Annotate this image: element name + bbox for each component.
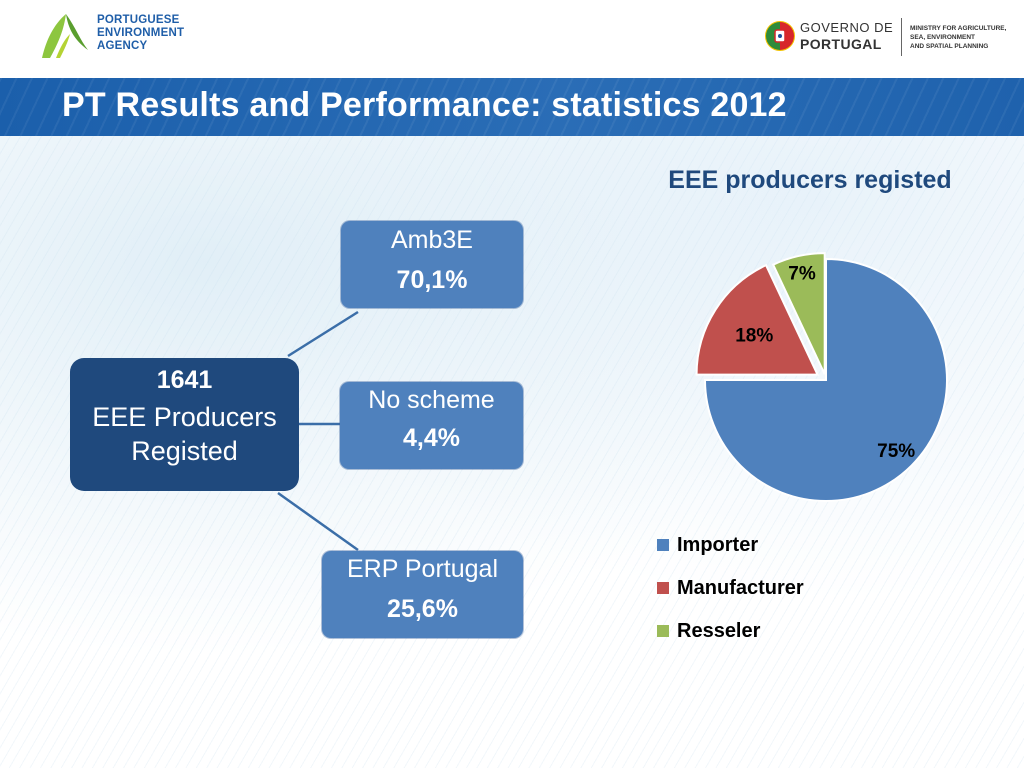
title-bar: PT Results and Performance: statistics 2… [0, 78, 1024, 136]
gov-line-2: PORTUGAL [800, 36, 882, 52]
ministry-line-3: AND SPATIAL PLANNING [910, 43, 989, 50]
center-desc-line-2: Registed [131, 436, 238, 466]
portugal-crest-icon [765, 21, 795, 51]
legend-item-importer: Importer [657, 534, 804, 556]
center-desc-line-1: EEE Producers [92, 402, 277, 432]
node-no-scheme-value: 4,4% [403, 424, 460, 452]
chart-legend: Importer Manufacturer Resseler [657, 534, 804, 663]
node-no-scheme: No scheme 4,4% [340, 382, 523, 469]
page-title: PT Results and Performance: statistics 2… [62, 86, 787, 124]
leaf-icon [42, 14, 88, 58]
legend-swatch-importer [657, 539, 669, 551]
node-amb3e-label: Amb3E [391, 226, 473, 254]
node-no-scheme-label: No scheme [368, 386, 495, 414]
government-logo: GOVERNO DE PORTUGAL MINISTRY FOR AGRICUL… [764, 14, 1014, 58]
agency-line-3: AGENCY [97, 40, 148, 52]
producer-count: 1641 [156, 366, 213, 394]
legend-swatch-resseler [657, 625, 669, 637]
legend-swatch-manufacturer [657, 582, 669, 594]
agency-line-1: PORTUGUESE [97, 14, 180, 26]
node-amb3e: Amb3E 70,1% [341, 221, 523, 308]
ministry-line-1: MINISTRY FOR AGRICULTURE, [910, 25, 1007, 32]
pie-label-resseler: 7% [788, 264, 816, 285]
node-erp-label: ERP Portugal [346, 555, 498, 583]
legend-label-importer: Importer [677, 533, 759, 556]
agency-line-2: ENVIRONMENT [97, 27, 185, 39]
node-amb3e-value: 70,1% [396, 266, 468, 294]
pie-slice-manufacturer [695, 263, 820, 376]
gov-line-1: GOVERNO DE [800, 20, 894, 35]
center-node: 1641 EEE Producers Registed [70, 358, 299, 491]
pie-label-importer: 75% [877, 441, 915, 462]
node-erp-value: 25,6% [387, 595, 458, 623]
chart-title: EEE producers registed [668, 166, 952, 194]
pie-label-manufacturer: 18% [735, 325, 773, 346]
logo-divider [901, 18, 902, 56]
legend-item-manufacturer: Manufacturer [657, 577, 804, 599]
pie-chart: 75% 18% 7% [695, 252, 948, 502]
ministry-line-2: SEA, ENVIRONMENT [910, 34, 976, 41]
pie-slice-resseler [771, 252, 826, 375]
agency-logo: PORTUGUESE ENVIRONMENT AGENCY [36, 10, 206, 62]
connector-erp [277, 491, 359, 552]
node-erp-portugal: ERP Portugal 25,6% [322, 551, 523, 638]
legend-label-resseler: Resseler [677, 619, 761, 642]
connector-amb3e [287, 310, 359, 358]
ministry-name: MINISTRY FOR AGRICULTURE, SEA, ENVIRONME… [910, 24, 1006, 51]
legend-item-resseler: Resseler [657, 620, 804, 642]
pie-slice-importer [703, 257, 948, 502]
header-bar: PORTUGUESE ENVIRONMENT AGENCY GOVERNO DE… [0, 0, 1024, 78]
legend-label-manufacturer: Manufacturer [677, 576, 804, 599]
